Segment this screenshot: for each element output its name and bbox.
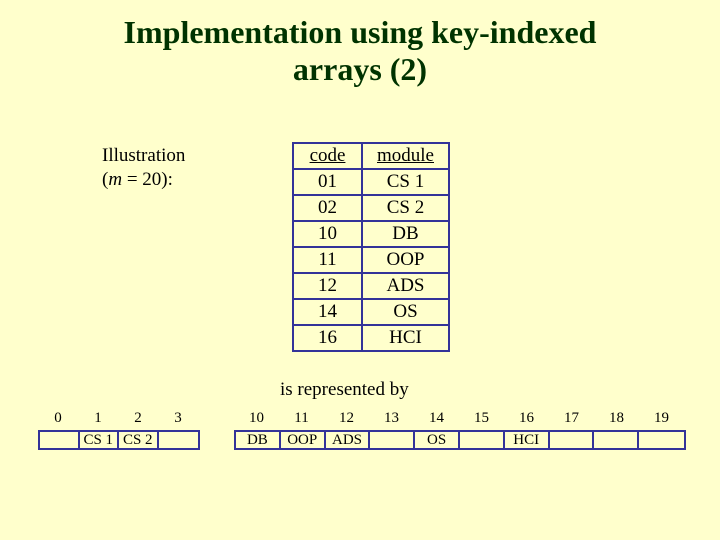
title-line2: arrays (2) bbox=[293, 51, 427, 87]
array-cell: CS 2 bbox=[119, 432, 159, 448]
array1-index-row: 0123 bbox=[38, 410, 198, 428]
array-index-label: 17 bbox=[549, 410, 594, 428]
array-cell: OS bbox=[415, 432, 460, 448]
array-index-label: 19 bbox=[639, 410, 684, 428]
module-cell: OS bbox=[362, 299, 449, 325]
code-cell: 16 bbox=[293, 325, 362, 351]
array-index-label: 16 bbox=[504, 410, 549, 428]
module-cell: CS 1 bbox=[362, 169, 449, 195]
array-index-label: 12 bbox=[324, 410, 369, 428]
array2-strip: DBOOPADS OS HCI bbox=[234, 430, 686, 450]
illustration-eq: = bbox=[122, 169, 142, 190]
module-header: module bbox=[362, 143, 449, 169]
code-cell: 02 bbox=[293, 195, 362, 221]
code-cell: 12 bbox=[293, 273, 362, 299]
illustration-val: 20 bbox=[142, 169, 161, 190]
array-index-label: 1 bbox=[78, 410, 118, 428]
array-index-label: 14 bbox=[414, 410, 459, 428]
illustration-m: m bbox=[108, 169, 122, 190]
array-cell: OOP bbox=[281, 432, 326, 448]
array-index-label: 13 bbox=[369, 410, 414, 428]
slide-title: Implementation using key-indexed arrays … bbox=[0, 14, 720, 88]
array-index-label: 0 bbox=[38, 410, 78, 428]
array-cell: ADS bbox=[326, 432, 371, 448]
array-index-label: 15 bbox=[459, 410, 504, 428]
array-cell bbox=[159, 432, 198, 448]
slide: Implementation using key-indexed arrays … bbox=[0, 0, 720, 540]
array-cell bbox=[460, 432, 505, 448]
array-cell bbox=[370, 432, 415, 448]
array1-strip: CS 1CS 2 bbox=[38, 430, 200, 450]
array-cell bbox=[639, 432, 684, 448]
code-module-table: codemodule01CS 102CS 210DB11OOP12ADS14OS… bbox=[292, 142, 450, 352]
array-cell: HCI bbox=[505, 432, 550, 448]
array-cell: DB bbox=[236, 432, 281, 448]
code-cell: 11 bbox=[293, 247, 362, 273]
code-header: code bbox=[293, 143, 362, 169]
array2-index-row: 10111213141516171819 bbox=[234, 410, 684, 428]
array-index-label: 3 bbox=[158, 410, 198, 428]
array-cell bbox=[594, 432, 639, 448]
array-index-label: 18 bbox=[594, 410, 639, 428]
module-cell: ADS bbox=[362, 273, 449, 299]
illustration-word: Illustration bbox=[102, 145, 185, 166]
array-cell: CS 1 bbox=[80, 432, 120, 448]
array-index-label: 11 bbox=[279, 410, 324, 428]
module-cell: DB bbox=[362, 221, 449, 247]
illustration-label: Illustration (m = 20): bbox=[102, 144, 185, 192]
array-index-label: 2 bbox=[118, 410, 158, 428]
title-line1: Implementation using key-indexed bbox=[124, 14, 597, 50]
module-cell: OOP bbox=[362, 247, 449, 273]
array-cell bbox=[40, 432, 80, 448]
module-cell: CS 2 bbox=[362, 195, 449, 221]
code-cell: 01 bbox=[293, 169, 362, 195]
array-index-label: 10 bbox=[234, 410, 279, 428]
code-cell: 10 bbox=[293, 221, 362, 247]
module-cell: HCI bbox=[362, 325, 449, 351]
represented-by-label: is represented by bbox=[280, 379, 409, 401]
illustration-paren-close: ): bbox=[161, 169, 173, 190]
code-cell: 14 bbox=[293, 299, 362, 325]
array-cell bbox=[550, 432, 595, 448]
